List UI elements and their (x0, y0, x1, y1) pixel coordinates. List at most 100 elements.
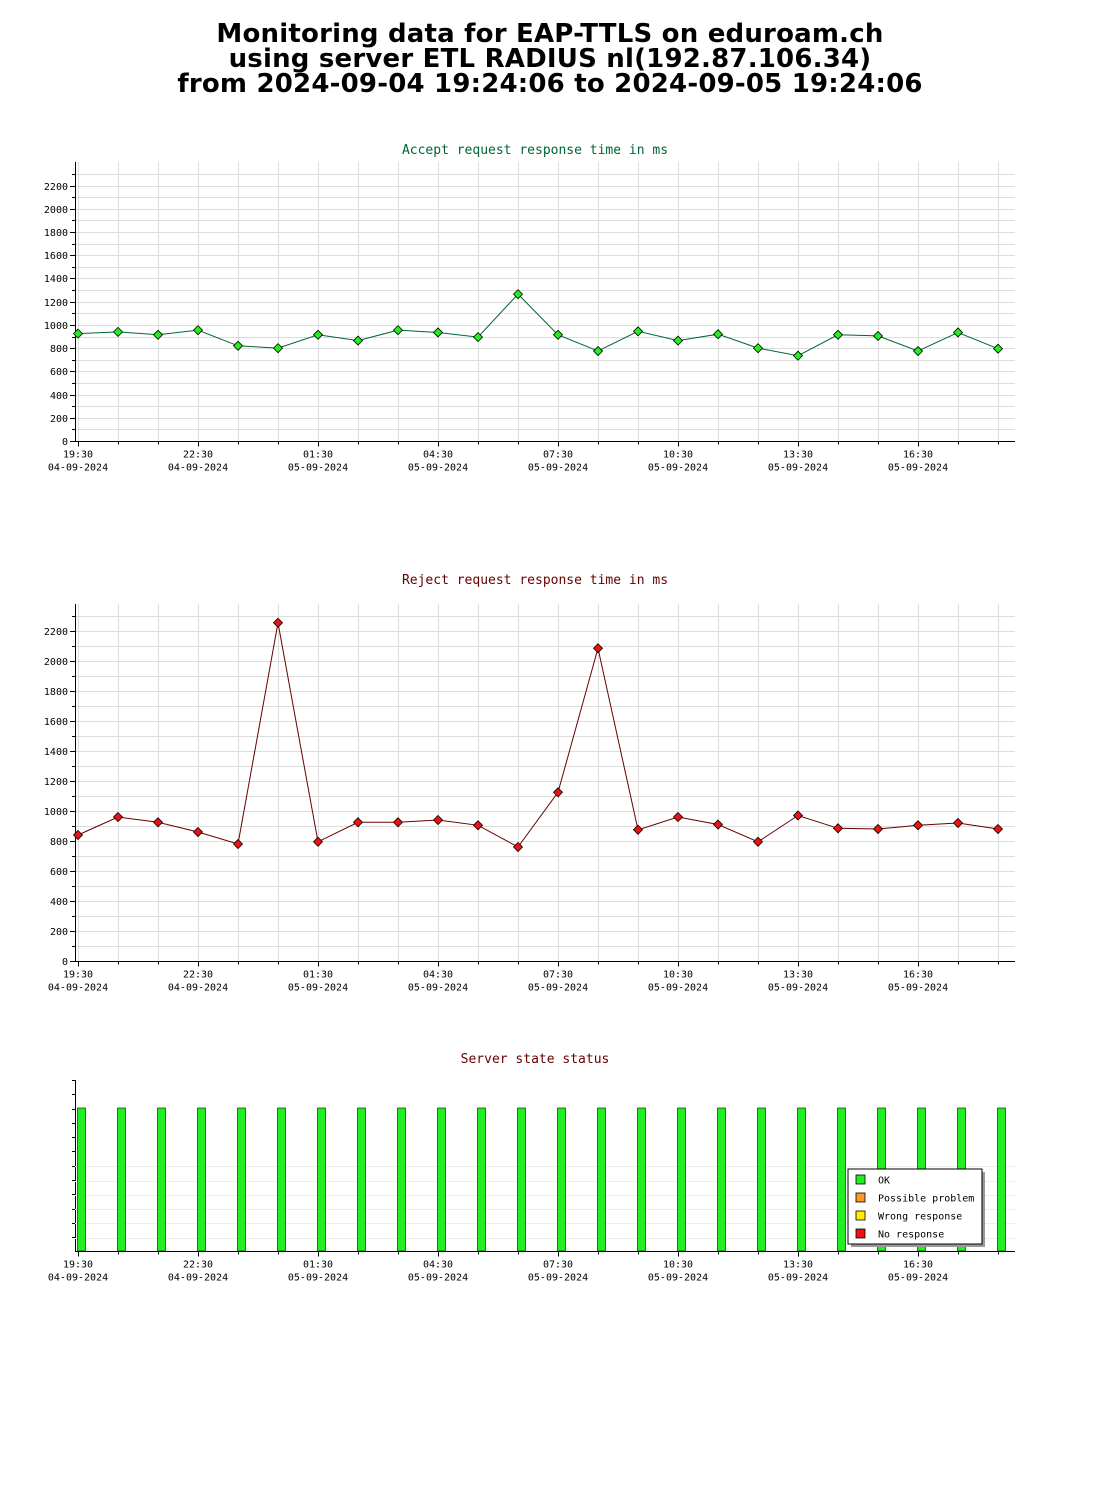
x-tick-label-date: 05-09-2024 (648, 1273, 708, 1284)
x-tick-label-date: 05-09-2024 (648, 983, 708, 994)
data-point (912, 820, 924, 831)
data-point (512, 289, 524, 300)
data-point (632, 326, 644, 337)
data-point (472, 332, 484, 343)
y-tick-label: 1800 (44, 228, 68, 239)
legend-swatch (855, 1228, 866, 1239)
state-bar (637, 1107, 646, 1252)
data-point (512, 841, 524, 853)
data-point (352, 817, 364, 828)
x-tick-label-date: 05-09-2024 (528, 1273, 588, 1284)
y-tick-label: 1200 (44, 298, 68, 309)
state-bar (117, 1107, 126, 1252)
page-header: Monitoring data for EAP-TTLS on eduroam.… (0, 19, 1100, 97)
legend-box (847, 1168, 983, 1245)
x-tick-label-time: 01:30 (303, 970, 333, 981)
x-tick-label-time: 22:30 (183, 1260, 213, 1271)
data-point (592, 643, 604, 654)
y-tick-label: 200 (50, 927, 68, 938)
state-bar (517, 1107, 526, 1252)
x-tick-label-time: 07:30 (543, 970, 573, 981)
legend-swatch (855, 1210, 866, 1221)
x-tick-label-time: 13:30 (783, 970, 813, 981)
x-tick-label-time: 16:30 (903, 450, 933, 461)
x-tick-label-date: 05-09-2024 (648, 463, 708, 474)
data-point (472, 820, 484, 831)
header-line-1: Monitoring data for EAP-TTLS on eduroam.… (216, 19, 884, 49)
data-point (112, 811, 124, 823)
data-point (272, 343, 284, 354)
x-tick-label-time: 10:30 (663, 970, 693, 981)
data-point (712, 329, 724, 340)
state-bar (797, 1107, 806, 1252)
x-tick-label-time: 19:30 (63, 1260, 93, 1271)
y-tick-label: 600 (50, 867, 68, 878)
y-tick-label: 2000 (44, 205, 68, 216)
y-tick-label: 0 (62, 957, 68, 968)
x-tick-label-time: 04:30 (423, 970, 453, 981)
y-tick-label: 0 (62, 437, 68, 448)
data-point (272, 617, 284, 628)
x-tick-label-time: 19:30 (63, 450, 93, 461)
y-tick-label: 600 (50, 367, 68, 378)
x-tick-label-time: 13:30 (783, 1260, 813, 1271)
data-point (232, 838, 244, 850)
chart-title: Accept request response time in ms (402, 143, 668, 158)
data-point (72, 328, 84, 339)
x-tick-label-time: 19:30 (63, 970, 93, 981)
data-point (992, 823, 1004, 835)
y-tick-label: 1000 (44, 321, 68, 332)
y-tick-label: 800 (50, 837, 68, 848)
state-bar (757, 1107, 766, 1252)
data-point (672, 335, 684, 346)
data-point (912, 345, 924, 357)
state-bar (397, 1107, 406, 1252)
x-tick-label-date: 05-09-2024 (888, 463, 948, 474)
x-tick-label-time: 07:30 (543, 1260, 573, 1271)
x-tick-label-date: 05-09-2024 (528, 983, 588, 994)
data-point (152, 817, 164, 828)
header-line-2: using server ETL RADIUS nl(192.87.106.34… (228, 44, 872, 74)
data-point (112, 326, 124, 337)
data-point (232, 340, 244, 351)
state-bar (677, 1107, 686, 1252)
state-bar (317, 1107, 326, 1252)
y-tick-label: 1400 (44, 747, 68, 758)
x-tick-label-time: 16:30 (903, 970, 933, 981)
data-point (792, 810, 804, 821)
y-tick-label: 2000 (44, 657, 68, 668)
y-tick-label: 2200 (44, 182, 68, 193)
series-line (77, 293, 999, 357)
x-tick-label-date: 05-09-2024 (408, 1273, 468, 1284)
state-bar (277, 1107, 286, 1252)
x-tick-label-date: 05-09-2024 (768, 1273, 828, 1284)
x-tick-label-date: 05-09-2024 (288, 983, 348, 994)
data-point (752, 343, 764, 354)
data-point (552, 787, 564, 798)
data-point (72, 829, 84, 841)
legend-label: Wrong response (878, 1212, 962, 1223)
state-bar (77, 1107, 86, 1252)
chart-title: Server state status (461, 1052, 610, 1067)
data-point (672, 811, 684, 823)
state-bar (477, 1107, 486, 1252)
y-tick-label: 200 (50, 414, 68, 425)
state-bar (357, 1107, 366, 1252)
data-point (432, 327, 444, 338)
x-tick-label-date: 05-09-2024 (768, 983, 828, 994)
x-tick-label-time: 04:30 (423, 450, 453, 461)
x-tick-label-time: 07:30 (543, 450, 573, 461)
data-point (152, 329, 164, 340)
x-tick-label-date: 04-09-2024 (168, 1273, 228, 1284)
data-point (632, 824, 644, 835)
legend-label: No response (878, 1230, 944, 1241)
x-tick-label-date: 05-09-2024 (768, 463, 828, 474)
data-point (352, 335, 364, 346)
x-tick-label-time: 16:30 (903, 1260, 933, 1271)
y-tick-label: 400 (50, 897, 68, 908)
data-point (872, 330, 884, 342)
data-point (392, 325, 404, 336)
x-tick-label-date: 05-09-2024 (888, 1273, 948, 1284)
y-tick-label: 1000 (44, 807, 68, 818)
data-point (952, 327, 964, 338)
